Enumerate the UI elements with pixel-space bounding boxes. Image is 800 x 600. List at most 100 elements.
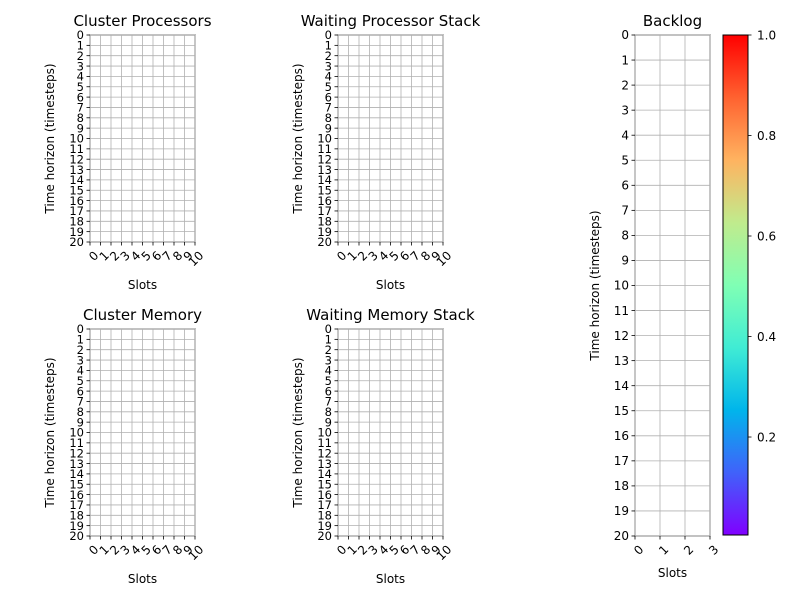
cluster-processors-y-tick-label: 11 <box>69 142 84 156</box>
cluster-processors-y-axis-label: Time horizon (timesteps) <box>43 63 57 214</box>
waiting-processor-stack-y-tick-label: 18 <box>317 215 332 229</box>
backlog-y-tick-label: 8 <box>621 229 629 243</box>
waiting-memory-stack-y-tick-label: 7 <box>325 395 332 409</box>
backlog-y-tick-label: 2 <box>621 78 629 92</box>
backlog-y-axis-label: Time horizon (timesteps) <box>588 210 602 361</box>
waiting-memory-stack-y-tick-label: 4 <box>325 364 332 378</box>
cluster-memory-chart: 0123456789101112131415161718192001234567… <box>43 306 206 586</box>
cluster-memory-y-tick-label: 8 <box>77 405 84 419</box>
waiting-memory-stack-y-tick-label: 11 <box>317 436 332 450</box>
waiting-processor-stack-y-tick-label: 11 <box>317 142 332 156</box>
waiting-processor-stack-y-tick-label: 0 <box>325 28 332 42</box>
backlog-y-tick-label: 5 <box>621 153 629 167</box>
cluster-processors-x-axis-label: Slots <box>128 278 157 292</box>
waiting-memory-stack-y-tick-label: 5 <box>325 374 332 388</box>
cluster-processors-y-tick-label: 2 <box>77 49 84 63</box>
waiting-processor-stack-y-tick-label: 14 <box>317 173 332 187</box>
backlog-y-tick-label: 18 <box>614 479 629 493</box>
cluster-processors-y-tick-label: 10 <box>69 132 84 146</box>
cluster-processors-y-tick-label: 6 <box>77 90 84 104</box>
backlog-y-tick-label: 6 <box>621 179 629 193</box>
backlog-y-tick-label: 4 <box>621 128 629 142</box>
colorbar-tick-label: 0.8 <box>757 129 776 143</box>
waiting-memory-stack-y-tick-label: 6 <box>325 384 332 398</box>
waiting-processor-stack-y-tick-label: 10 <box>317 132 332 146</box>
colorbar-tick-label: 0.6 <box>757 230 776 244</box>
cluster-memory-y-tick-label: 16 <box>69 488 84 502</box>
waiting-memory-stack-y-tick-label: 2 <box>325 343 332 357</box>
waiting-memory-stack-y-tick-label: 19 <box>317 519 332 533</box>
backlog-y-tick-label: 15 <box>614 404 629 418</box>
waiting-processor-stack-y-tick-label: 3 <box>325 59 332 73</box>
cluster-processors-y-tick-label: 9 <box>77 121 84 135</box>
cluster-memory-title: Cluster Memory <box>83 306 202 324</box>
cluster-memory-y-tick-label: 14 <box>69 467 84 481</box>
cluster-memory-y-tick-label: 15 <box>69 477 84 491</box>
backlog-y-tick-label: 16 <box>614 429 629 443</box>
cluster-processors-y-tick-label: 14 <box>69 173 84 187</box>
cluster-memory-y-tick-label: 12 <box>69 446 84 460</box>
colorbar-tick-label: 1.0 <box>757 29 776 43</box>
waiting-processor-stack-y-tick-label: 6 <box>325 90 332 104</box>
waiting-processor-stack-y-tick-label: 16 <box>317 194 332 208</box>
cluster-processors-y-tick-label: 7 <box>77 101 84 115</box>
colorbar-gradient <box>722 34 749 536</box>
cluster-memory-y-tick-label: 2 <box>77 343 84 357</box>
cluster-memory-y-axis-label: Time horizon (timesteps) <box>43 357 57 508</box>
backlog-y-tick-label: 12 <box>614 329 629 343</box>
waiting-memory-stack-y-tick-label: 17 <box>317 498 332 512</box>
cluster-memory-y-tick-label: 3 <box>77 353 84 367</box>
waiting-memory-stack-title: Waiting Memory Stack <box>306 306 475 324</box>
waiting-processor-stack-y-tick-label: 12 <box>317 152 332 166</box>
cluster-memory-y-tick-label: 9 <box>77 415 84 429</box>
cluster-memory-y-tick-label: 4 <box>77 364 84 378</box>
waiting-processor-stack-y-tick-label: 4 <box>325 70 332 84</box>
waiting-processor-stack-y-axis-label: Time horizon (timesteps) <box>291 63 305 214</box>
waiting-memory-stack-y-tick-label: 1 <box>325 333 332 347</box>
waiting-memory-stack-y-axis-label: Time horizon (timesteps) <box>291 357 305 508</box>
backlog-y-tick-label: 9 <box>621 254 629 268</box>
cluster-memory-y-tick-label: 19 <box>69 519 84 533</box>
cluster-processors-y-tick-label: 0 <box>77 28 84 42</box>
colorbar-tick-label: 0.2 <box>757 431 776 445</box>
cluster-processors-y-tick-label: 8 <box>77 111 84 125</box>
waiting-processor-stack-y-tick-label: 13 <box>317 163 332 177</box>
backlog-x-axis-label: Slots <box>658 566 687 580</box>
backlog-y-tick-label: 0 <box>621 28 629 42</box>
waiting-memory-stack-y-tick-label: 18 <box>317 509 332 523</box>
cluster-memory-y-tick-label: 0 <box>77 322 84 336</box>
backlog-y-tick-label: 11 <box>614 304 629 318</box>
waiting-memory-stack-y-tick-label: 15 <box>317 477 332 491</box>
cluster-memory-y-tick-label: 13 <box>69 457 84 471</box>
backlog-y-tick-label: 1 <box>621 53 629 67</box>
waiting-memory-stack-x-axis-label: Slots <box>376 572 405 586</box>
waiting-processor-stack-y-tick-label: 15 <box>317 183 332 197</box>
cluster-memory-y-tick-label: 20 <box>69 529 84 543</box>
cluster-memory-y-tick-label: 1 <box>77 333 84 347</box>
cluster-processors-y-tick-label: 19 <box>69 225 84 239</box>
backlog-y-tick-label: 7 <box>621 204 629 218</box>
cluster-processors-y-tick-label: 3 <box>77 59 84 73</box>
cluster-memory-y-tick-label: 17 <box>69 498 84 512</box>
cluster-memory-y-tick-label: 6 <box>77 384 84 398</box>
cluster-processors-chart: 0123456789101112131415161718192001234567… <box>43 12 212 292</box>
backlog-title: Backlog <box>643 12 702 30</box>
cluster-memory-x-axis-label: Slots <box>128 572 157 586</box>
waiting-processor-stack-y-tick-label: 20 <box>317 235 332 249</box>
waiting-processor-stack-y-tick-label: 5 <box>325 80 332 94</box>
waiting-memory-stack-chart: 0123456789101112131415161718192001234567… <box>291 306 475 586</box>
backlog-y-tick-label: 20 <box>614 529 629 543</box>
colorbar: 0.2 0.4 0.6 0.8 1.0 <box>722 29 776 536</box>
waiting-memory-stack-y-tick-label: 10 <box>317 426 332 440</box>
cluster-processors-y-tick-label: 18 <box>69 215 84 229</box>
cluster-processors-y-tick-label: 17 <box>69 204 84 218</box>
waiting-memory-stack-y-tick-label: 13 <box>317 457 332 471</box>
backlog-y-tick-label: 3 <box>621 103 629 117</box>
cluster-processors-y-tick-label: 1 <box>77 39 84 53</box>
waiting-processor-stack-y-tick-label: 2 <box>325 49 332 63</box>
cluster-processors-y-tick-label: 5 <box>77 80 84 94</box>
cluster-memory-y-tick-label: 10 <box>69 426 84 440</box>
backlog-y-tick-label: 10 <box>614 279 629 293</box>
waiting-memory-stack-y-tick-label: 9 <box>325 415 332 429</box>
